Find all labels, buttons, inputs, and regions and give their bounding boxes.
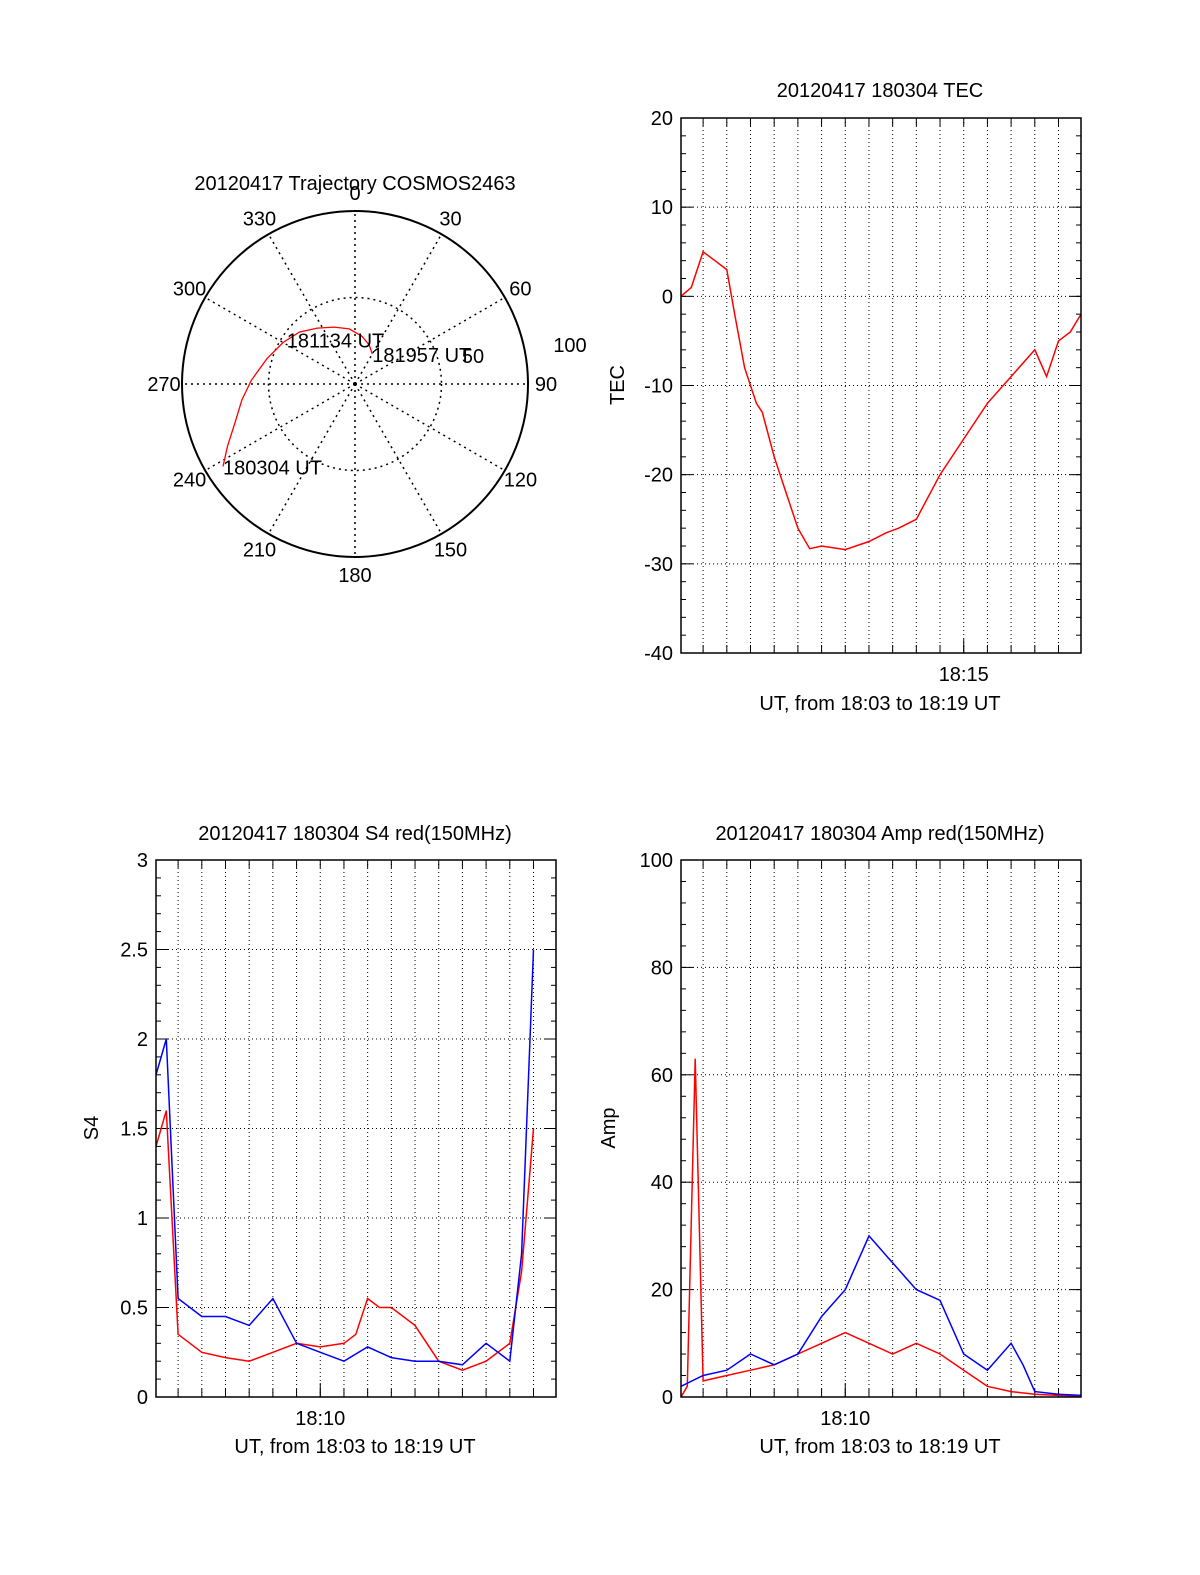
- polar-radial-label: 50: [462, 346, 484, 368]
- tec-ytick-label: -40: [644, 643, 673, 665]
- polar-outer-circle: [181, 210, 529, 558]
- amp-panel: 20120417 180304 Amp red(150MHz) Amp UT, …: [598, 823, 1082, 1458]
- polar-azimuth-label: 240: [173, 470, 206, 492]
- polar-azimuth-label: 210: [243, 539, 276, 561]
- s4-title: 20120417 180304 S4 red(150MHz): [198, 823, 512, 845]
- polar-azimuth-label: 120: [504, 470, 537, 492]
- polar-azimuth-label: 150: [434, 539, 467, 561]
- amp-ytick-label: 20: [651, 1280, 673, 1302]
- tec-ytick-label: -10: [644, 376, 673, 398]
- s4-series-line-1: [156, 949, 535, 1366]
- s4-ytick-label: 2.5: [120, 940, 148, 962]
- s4-ytick-label: 0: [137, 1387, 148, 1409]
- amp-ytick-label: 80: [651, 957, 673, 979]
- amp-ytick-label: 40: [651, 1172, 673, 1194]
- polar-spoke: [204, 296, 356, 385]
- amp-ytick-label: 0: [662, 1387, 673, 1409]
- amp-ytick-label: 60: [651, 1065, 673, 1087]
- s4-panel: 20120417 180304 S4 red(150MHz) S4 UT, fr…: [81, 823, 557, 1458]
- s4-ytick-label: 3: [137, 850, 148, 872]
- tec-ylabel: TEC: [607, 365, 629, 405]
- amp-series-line-1: [681, 1234, 1081, 1397]
- polar-spoke: [354, 233, 443, 385]
- polar-trajectory-line: [222, 326, 373, 467]
- polar-azimuth-label: 60: [509, 279, 531, 301]
- polar-azimuth-label: 90: [535, 374, 557, 396]
- amp-title: 20120417 180304 Amp red(150MHz): [715, 823, 1044, 845]
- tec-title: 20120417 180304 TEC: [777, 80, 983, 102]
- tec-ytick-label: 10: [651, 197, 673, 219]
- polar-title: 20120417 Trajectory COSMOS2463: [194, 173, 515, 195]
- tec-xtick-label: 18:15: [939, 664, 989, 686]
- amp-plot-area: 100 80 60 40 20 0 18:10: [640, 850, 1082, 1430]
- s4-ytick-label: 0.5: [120, 1298, 148, 1320]
- tec-ytick-label: 20: [651, 108, 673, 130]
- amp-ylabel: Amp: [598, 1107, 620, 1148]
- polar-spoke: [204, 383, 356, 472]
- s4-ytick-label: 2: [137, 1029, 148, 1051]
- tec-plot-area: 20 10 0 -10 -20 -30 -40 18:15: [644, 108, 1082, 686]
- s4-plot-area: 3 2.5 2 1.5 1 0.5 0 18:10: [120, 850, 557, 1430]
- polar-time-annotation: 181134 UT: [287, 331, 384, 353]
- amp-xlabel: UT, from 18:03 to 18:19 UT: [759, 1436, 1000, 1458]
- s4-ytick-label: 1: [137, 1208, 148, 1230]
- polar-azimuth-label: 180: [338, 565, 371, 587]
- tec-xlabel: UT, from 18:03 to 18:19 UT: [759, 693, 1000, 715]
- polar-azimuth-label: 330: [243, 209, 276, 231]
- tec-series-line-0: [681, 250, 1081, 551]
- polar-spoke: [267, 383, 356, 535]
- polar-radial-label: 100: [553, 335, 586, 357]
- polar-trajectory-series: [222, 326, 373, 467]
- s4-frame: [155, 859, 557, 1398]
- polar-spoke: [354, 296, 506, 385]
- s4-ylabel: S4: [81, 1116, 103, 1140]
- polar-grid: [181, 210, 529, 558]
- polar-spoke: [267, 233, 356, 385]
- polar-azimuth-label: 0: [349, 183, 360, 205]
- polar-range-ring: [267, 296, 443, 472]
- polar-spoke: [354, 383, 443, 535]
- polar-time-annotation: 181957 UT: [372, 345, 471, 367]
- polar-azimuth-label: 270: [147, 374, 180, 396]
- polar-trajectory-panel: 20120417 Trajectory COSMOS2463 0 30 60 90 12…: [147, 173, 586, 587]
- s4-series-line-0: [156, 1110, 535, 1372]
- amp-frame: [680, 859, 1082, 1398]
- polar-azimuth-label: 300: [173, 279, 206, 301]
- s4-xlabel: UT, from 18:03 to 18:19 UT: [234, 1436, 475, 1458]
- polar-azimuth-label: 30: [439, 209, 461, 231]
- amp-xtick-label: 18:10: [820, 1408, 870, 1430]
- tec-ytick-label: 0: [662, 286, 673, 308]
- s4-xtick-label: 18:10: [295, 1408, 345, 1430]
- amp-series-line-0: [681, 1058, 1081, 1397]
- polar-spoke: [354, 383, 506, 472]
- tec-ytick-label: -30: [644, 554, 673, 576]
- tec-ytick-label: -20: [644, 465, 673, 487]
- polar-time-annotation: 180304 UT: [223, 458, 322, 480]
- amp-ytick-label: 100: [640, 850, 673, 872]
- tec-frame: [680, 117, 1082, 654]
- tec-panel: 20120417 180304 TEC TEC UT, from 18:03 t…: [607, 80, 1082, 715]
- s4-ytick-label: 1.5: [120, 1119, 148, 1141]
- polar-azimuth-labels: 0 30 60 90 120 150 180 210 240 270 300 330 50 100: [147, 183, 586, 587]
